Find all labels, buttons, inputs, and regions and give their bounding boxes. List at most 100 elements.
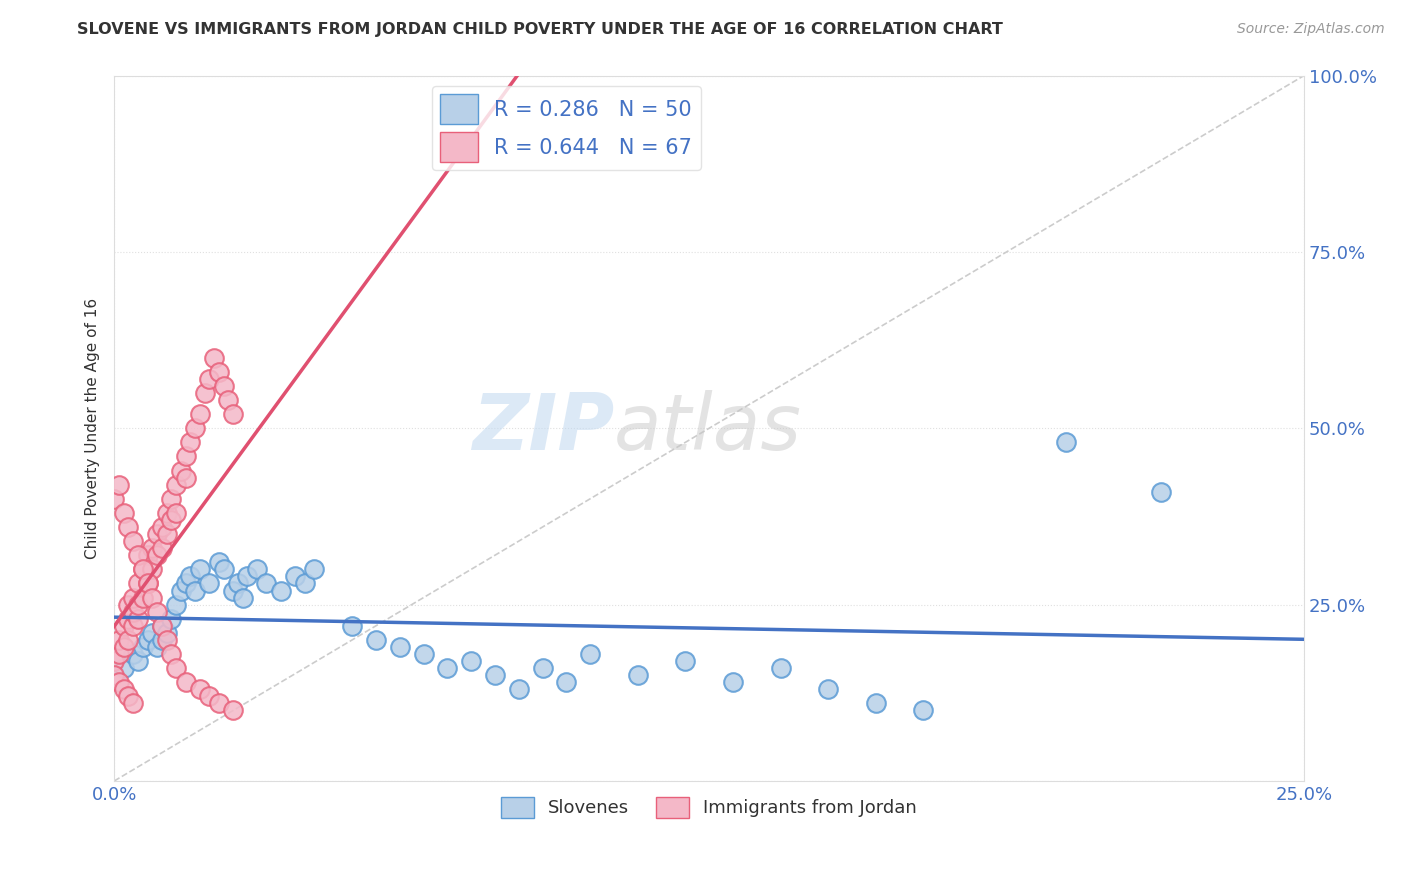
Point — [160, 647, 183, 661]
Point — [136, 576, 159, 591]
Point — [170, 464, 193, 478]
Point — [198, 690, 221, 704]
Point — [136, 632, 159, 647]
Point — [484, 668, 506, 682]
Point — [912, 703, 935, 717]
Point — [127, 548, 149, 562]
Point — [146, 605, 169, 619]
Point — [112, 619, 135, 633]
Point — [673, 654, 696, 668]
Point — [627, 668, 650, 682]
Point — [103, 491, 125, 506]
Point — [141, 541, 163, 556]
Point — [531, 661, 554, 675]
Point — [174, 675, 197, 690]
Point — [160, 513, 183, 527]
Point — [188, 682, 211, 697]
Text: atlas: atlas — [614, 391, 801, 467]
Point — [136, 548, 159, 562]
Point — [155, 527, 177, 541]
Point — [226, 576, 249, 591]
Point — [108, 477, 131, 491]
Point — [179, 569, 201, 583]
Point — [122, 605, 145, 619]
Point — [160, 491, 183, 506]
Point — [127, 654, 149, 668]
Point — [1054, 435, 1077, 450]
Point — [117, 520, 139, 534]
Point — [294, 576, 316, 591]
Point — [256, 576, 278, 591]
Point — [132, 562, 155, 576]
Point — [103, 654, 125, 668]
Point — [127, 598, 149, 612]
Point — [150, 632, 173, 647]
Point — [108, 632, 131, 647]
Point — [155, 506, 177, 520]
Point — [198, 576, 221, 591]
Point — [117, 632, 139, 647]
Point — [122, 591, 145, 605]
Point — [112, 682, 135, 697]
Point — [122, 697, 145, 711]
Point — [460, 654, 482, 668]
Point — [212, 562, 235, 576]
Point — [208, 697, 231, 711]
Point — [146, 640, 169, 654]
Text: SLOVENE VS IMMIGRANTS FROM JORDAN CHILD POVERTY UNDER THE AGE OF 16 CORRELATION : SLOVENE VS IMMIGRANTS FROM JORDAN CHILD … — [77, 22, 1004, 37]
Point — [236, 569, 259, 583]
Point — [174, 576, 197, 591]
Point — [340, 619, 363, 633]
Point — [112, 661, 135, 675]
Text: ZIP: ZIP — [471, 391, 614, 467]
Point — [174, 470, 197, 484]
Point — [136, 576, 159, 591]
Point — [246, 562, 269, 576]
Point — [817, 682, 839, 697]
Point — [222, 703, 245, 717]
Point — [388, 640, 411, 654]
Point — [155, 625, 177, 640]
Point — [412, 647, 434, 661]
Point — [555, 675, 578, 690]
Point — [721, 675, 744, 690]
Point — [165, 598, 187, 612]
Point — [146, 548, 169, 562]
Point — [150, 619, 173, 633]
Point — [208, 365, 231, 379]
Point — [232, 591, 254, 605]
Point — [112, 640, 135, 654]
Point — [155, 632, 177, 647]
Point — [222, 583, 245, 598]
Point — [302, 562, 325, 576]
Point — [202, 351, 225, 365]
Point — [165, 506, 187, 520]
Legend: Slovenes, Immigrants from Jordan: Slovenes, Immigrants from Jordan — [494, 789, 924, 825]
Point — [122, 647, 145, 661]
Point — [184, 583, 207, 598]
Point — [127, 612, 149, 626]
Point — [165, 661, 187, 675]
Point — [127, 576, 149, 591]
Point — [194, 386, 217, 401]
Point — [117, 612, 139, 626]
Point — [174, 450, 197, 464]
Point — [184, 421, 207, 435]
Point — [170, 583, 193, 598]
Point — [150, 541, 173, 556]
Point — [122, 619, 145, 633]
Point — [212, 379, 235, 393]
Point — [208, 555, 231, 569]
Point — [508, 682, 530, 697]
Point — [222, 407, 245, 421]
Point — [141, 591, 163, 605]
Point — [364, 632, 387, 647]
Point — [146, 527, 169, 541]
Point — [117, 598, 139, 612]
Point — [160, 612, 183, 626]
Point — [769, 661, 792, 675]
Point — [165, 477, 187, 491]
Point — [122, 534, 145, 549]
Point — [108, 647, 131, 661]
Point — [141, 625, 163, 640]
